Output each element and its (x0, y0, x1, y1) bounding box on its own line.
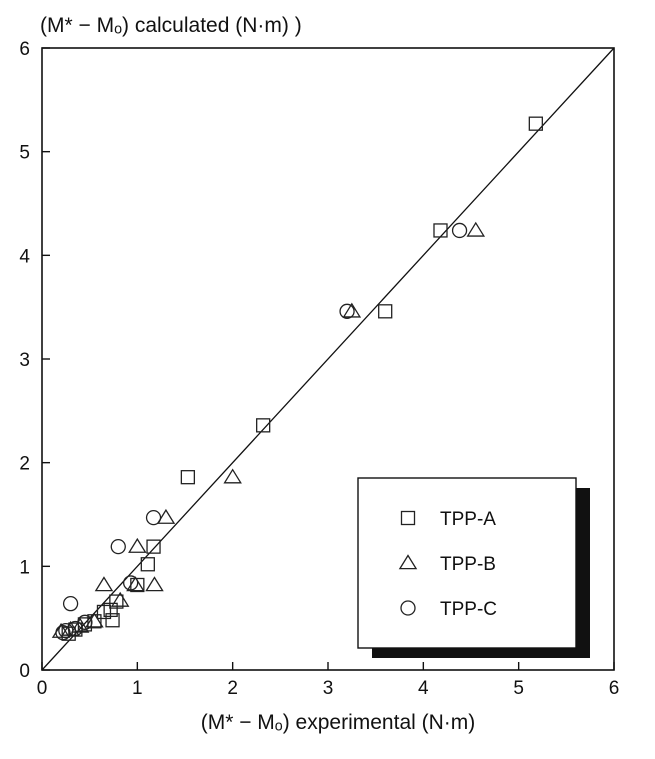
data-point-square (96, 604, 112, 620)
x-tick-label: 0 (37, 678, 48, 699)
legend-marker-square (400, 510, 416, 526)
data-point-square (146, 539, 161, 554)
x-tick-label: 3 (323, 678, 334, 699)
data-point-triangle (85, 612, 104, 628)
y-tick-label: 5 (19, 143, 30, 164)
data-point-triangle (70, 617, 90, 633)
x-tick-label: 6 (609, 678, 620, 699)
data-point-square (378, 304, 393, 319)
y-tick-label: 0 (19, 661, 30, 682)
data-point-triangle (466, 221, 486, 237)
data-point-triangle (94, 576, 114, 592)
x-axis-title: (M* − Mₒ) experimental (N·m) (201, 711, 476, 734)
data-point-circle (339, 303, 355, 319)
data-point-square (180, 470, 196, 485)
data-point-square (256, 418, 271, 433)
data-point-circle (62, 596, 79, 612)
legend-label: TPP-C (440, 599, 497, 620)
legend: TPP-A TPP-B TPP-C (357, 477, 590, 658)
y-tick-label: 1 (19, 557, 30, 578)
data-point-triangle (126, 576, 145, 592)
data-point-circle (451, 222, 468, 239)
series-tpp-a (61, 116, 543, 641)
x-tick-label: 4 (418, 678, 429, 699)
y-axis-title: (M* − Mₒ) calculated (N·m) ) (40, 14, 302, 37)
data-point-triangle (223, 468, 242, 484)
data-point-triangle (128, 537, 147, 553)
data-point-triangle (156, 508, 176, 524)
legend-label: TPP-B (440, 554, 496, 575)
data-point-triangle (110, 591, 130, 607)
data-point-triangle (145, 576, 164, 592)
data-point-square (528, 116, 543, 131)
data-point-circle (110, 538, 126, 555)
data-point-circle (145, 509, 162, 526)
legend-marker-triangle (398, 554, 418, 570)
x-tick-label: 5 (513, 678, 524, 699)
data-point-square (105, 613, 120, 628)
reference-line-y-equals-x (41, 47, 615, 671)
data-point-square (140, 557, 155, 572)
data-point-circle (55, 625, 71, 641)
legend-marker-circle (400, 600, 416, 616)
data-point-circle (58, 622, 74, 639)
data-point-triangle (51, 622, 71, 638)
legend-box (357, 477, 577, 649)
y-tick-label: 3 (19, 350, 30, 371)
x-tick-label: 2 (227, 678, 238, 699)
data-point-circle (123, 575, 139, 591)
data-point-square (109, 594, 124, 609)
data-point-square (433, 223, 448, 238)
series-tpp-c (55, 222, 468, 641)
y-tick-label: 2 (19, 454, 30, 475)
x-tick-label: 1 (132, 678, 143, 699)
y-tick-label: 4 (19, 246, 30, 267)
y-tick-label: 6 (19, 39, 30, 60)
series-tpp-b (51, 221, 486, 638)
legend-label: TPP-A (440, 509, 496, 530)
